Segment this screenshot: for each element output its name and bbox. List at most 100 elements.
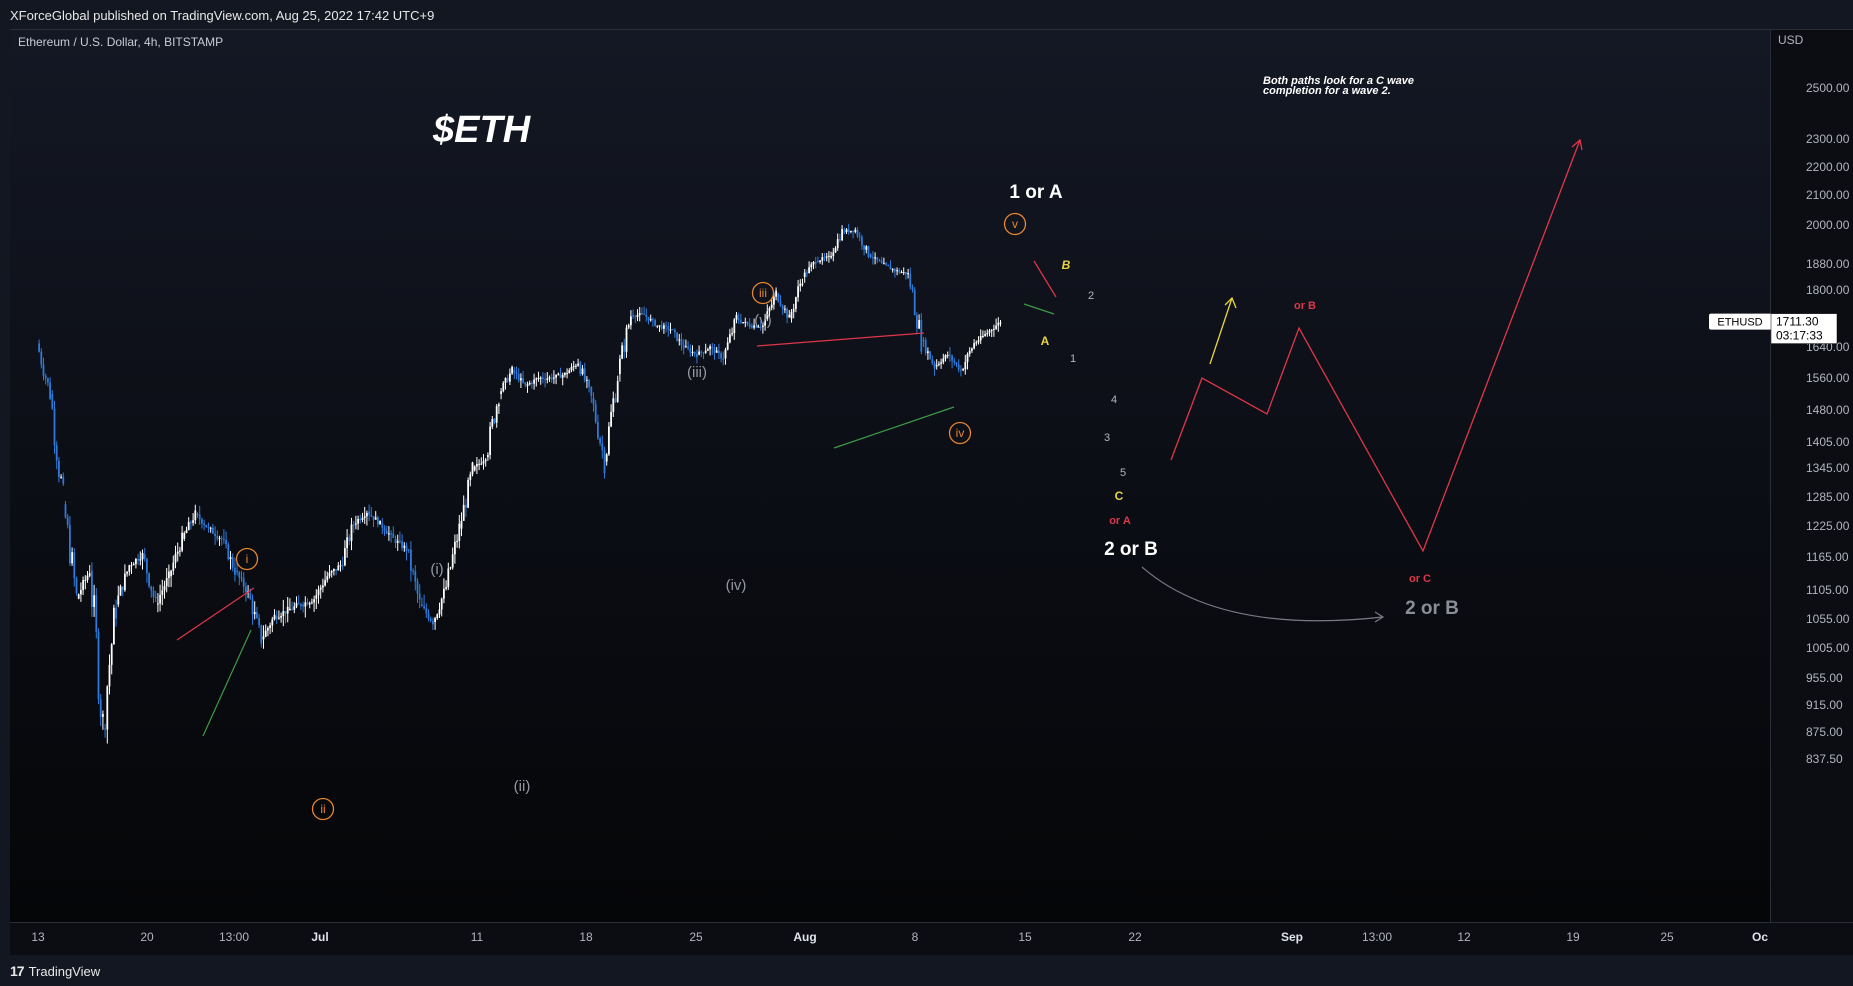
candle-body xyxy=(777,293,780,302)
candle-body xyxy=(834,248,837,253)
candle-body xyxy=(564,372,566,375)
candle-body xyxy=(962,369,964,371)
candle-body xyxy=(297,603,300,605)
candle-body xyxy=(108,664,111,687)
candle-body xyxy=(170,570,172,577)
candle-body xyxy=(548,377,551,379)
projection-red-path xyxy=(1170,139,1581,553)
publisher-bar: XForceGlobal published on TradingView.co… xyxy=(0,0,1853,30)
candle-body xyxy=(916,315,918,329)
candle-body xyxy=(304,602,307,607)
wave-label: 1 or A xyxy=(1009,182,1062,203)
candle-body xyxy=(885,263,887,265)
wave-label: B xyxy=(1062,258,1071,272)
candle-body xyxy=(324,580,326,586)
candle-body xyxy=(638,313,641,316)
candle-body xyxy=(531,382,533,384)
candle-body xyxy=(322,585,324,588)
candle-body xyxy=(707,349,709,351)
candle-body xyxy=(737,318,740,321)
price-tick-label: 1800.00 xyxy=(1806,283,1850,297)
projection-arrowhead xyxy=(1571,138,1583,151)
currency-label[interactable]: USD xyxy=(1778,33,1804,47)
candle-body xyxy=(927,351,929,354)
time-tick-label: Jul xyxy=(311,930,328,944)
candle-body xyxy=(359,519,362,521)
candle-body xyxy=(429,618,432,621)
candle-body xyxy=(533,379,535,384)
candle-body xyxy=(876,257,879,260)
candle-body xyxy=(768,307,771,312)
wave-label: completion for a wave 2. xyxy=(1263,85,1391,97)
trendline-red xyxy=(176,587,255,641)
price-tick-label: 1165.00 xyxy=(1806,550,1849,564)
candle-body xyxy=(830,255,832,258)
candle-body xyxy=(509,373,511,382)
candle-body xyxy=(47,378,49,383)
candle-body xyxy=(603,450,606,474)
wave-label: iii xyxy=(759,286,767,300)
chart-frame xyxy=(10,29,1853,956)
candle-body xyxy=(814,262,817,264)
candle-body xyxy=(773,296,775,305)
time-tick-label: 13 xyxy=(31,930,45,944)
price-axis[interactable] xyxy=(1770,29,1853,922)
candle-body xyxy=(786,308,788,318)
candle-body xyxy=(729,334,731,343)
candle-body xyxy=(500,391,502,394)
time-tick-label: 25 xyxy=(689,930,703,944)
candle-body xyxy=(203,523,205,526)
candle-body xyxy=(86,575,89,580)
candle-body xyxy=(944,355,947,359)
candle-body xyxy=(176,551,179,554)
time-tick-label: 18 xyxy=(579,930,593,944)
candle-body xyxy=(757,326,760,328)
wave-label: (v) xyxy=(754,312,772,329)
candle-body xyxy=(572,366,575,368)
candle-body xyxy=(251,598,254,615)
candle-body xyxy=(401,541,403,548)
symbol-info[interactable]: Ethereum / U.S. Dollar, 4h, BITSTAMP xyxy=(18,35,224,49)
candle-body xyxy=(286,606,289,614)
projection-yellow-arrowhead xyxy=(1224,296,1237,309)
candle-body xyxy=(542,377,544,379)
candle-body xyxy=(700,351,703,353)
candle-body xyxy=(216,536,219,539)
candle-body xyxy=(361,517,364,520)
candle-body xyxy=(823,257,826,259)
price-tick-label: 1105.00 xyxy=(1806,583,1849,597)
price-tick-label: 1285.00 xyxy=(1806,490,1850,504)
candle-body xyxy=(410,549,412,571)
candle-body xyxy=(553,377,555,379)
candle-body xyxy=(570,367,573,371)
candle-body xyxy=(139,559,142,561)
candle-body xyxy=(293,606,296,610)
time-axis[interactable] xyxy=(10,922,1853,956)
candle-body xyxy=(843,231,846,233)
candle-body xyxy=(759,326,762,328)
candle-body xyxy=(957,364,960,370)
time-tick-label: 8 xyxy=(912,930,919,944)
candle-body xyxy=(731,333,733,335)
candle-body xyxy=(432,620,434,625)
wave-label: or B xyxy=(1294,300,1316,312)
candle-body xyxy=(784,308,786,310)
candle-body xyxy=(841,229,843,241)
candle-body xyxy=(894,269,896,272)
chart-plot-area[interactable] xyxy=(10,29,1770,922)
candle-body xyxy=(183,533,186,539)
candle-body xyxy=(718,350,720,354)
price-tick-label: 1005.00 xyxy=(1806,641,1850,655)
candle-body xyxy=(685,346,687,348)
candle-body xyxy=(839,239,841,241)
candle-body xyxy=(720,353,722,359)
price-tick-label: 2100.00 xyxy=(1806,188,1850,202)
wave-label: 1 xyxy=(1070,353,1076,365)
candle-body xyxy=(449,567,452,569)
candle-body xyxy=(975,342,978,344)
candle-body xyxy=(484,459,487,462)
tradingview-logo[interactable]: 17 TradingView xyxy=(10,963,100,979)
candle-body xyxy=(935,364,938,367)
time-tick-label: Sep xyxy=(1281,930,1303,944)
price-tick-label: 2300.00 xyxy=(1806,132,1850,146)
